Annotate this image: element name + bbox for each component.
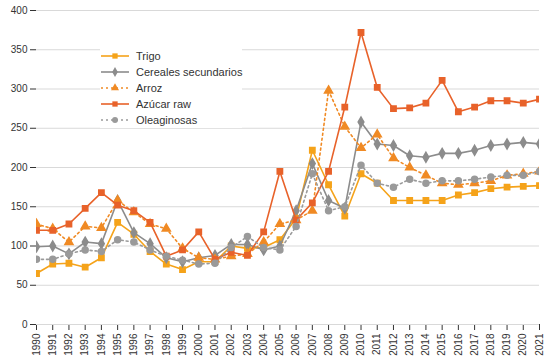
svg-text:2020: 2020 — [517, 333, 528, 356]
svg-text:1994: 1994 — [96, 333, 107, 356]
svg-text:1998: 1998 — [161, 333, 172, 356]
svg-text:1992: 1992 — [63, 333, 74, 356]
svg-text:2001: 2001 — [209, 333, 220, 356]
html-text:Cereales secundarios: Cereales secundarios — [136, 66, 243, 78]
svg-text:2007: 2007 — [307, 333, 318, 356]
svg-text:150: 150 — [11, 201, 28, 212]
svg-text:2002: 2002 — [225, 333, 236, 356]
svg-text:2019: 2019 — [501, 333, 512, 356]
svg-text:1993: 1993 — [79, 333, 90, 356]
svg-text:2017: 2017 — [469, 333, 480, 356]
svg-text:2012: 2012 — [388, 333, 399, 356]
svg-text:2006: 2006 — [290, 333, 301, 356]
svg-text:2018: 2018 — [485, 333, 496, 356]
svg-text:1997: 1997 — [144, 333, 155, 356]
svg-text:2005: 2005 — [274, 333, 285, 356]
svg-text:2003: 2003 — [242, 333, 253, 356]
svg-text:2010: 2010 — [355, 333, 366, 356]
svg-text:2004: 2004 — [258, 333, 269, 356]
svg-text:300: 300 — [11, 83, 28, 94]
svg-text:1995: 1995 — [112, 333, 123, 356]
svg-text:2014: 2014 — [420, 333, 431, 356]
svg-text:2008: 2008 — [323, 333, 334, 356]
svg-text:350: 350 — [11, 44, 28, 55]
svg-text:2009: 2009 — [339, 333, 350, 356]
svg-text:1996: 1996 — [128, 333, 139, 356]
html-text:Azúcar raw: Azúcar raw — [136, 98, 191, 110]
html-text:Oleaginosas: Oleaginosas — [136, 114, 198, 126]
svg-text:1999: 1999 — [177, 333, 188, 356]
svg-text:0: 0 — [22, 319, 28, 330]
svg-text:2011: 2011 — [371, 333, 382, 355]
svg-text:2015: 2015 — [436, 333, 447, 356]
html-text:Arroz: Arroz — [136, 82, 163, 94]
svg-text:50: 50 — [16, 279, 28, 290]
svg-text:2021: 2021 — [534, 333, 545, 356]
svg-text:1990: 1990 — [31, 333, 42, 356]
svg-text:250: 250 — [11, 122, 28, 133]
svg-text:100: 100 — [11, 240, 28, 251]
html-text:Trigo: Trigo — [136, 50, 161, 62]
svg-text:200: 200 — [11, 162, 28, 173]
svg-text:400: 400 — [11, 5, 28, 16]
svg-text:2016: 2016 — [453, 333, 464, 356]
svg-text:1991: 1991 — [47, 333, 58, 356]
svg-text:2013: 2013 — [404, 333, 415, 356]
svg-text:2000: 2000 — [193, 333, 204, 356]
